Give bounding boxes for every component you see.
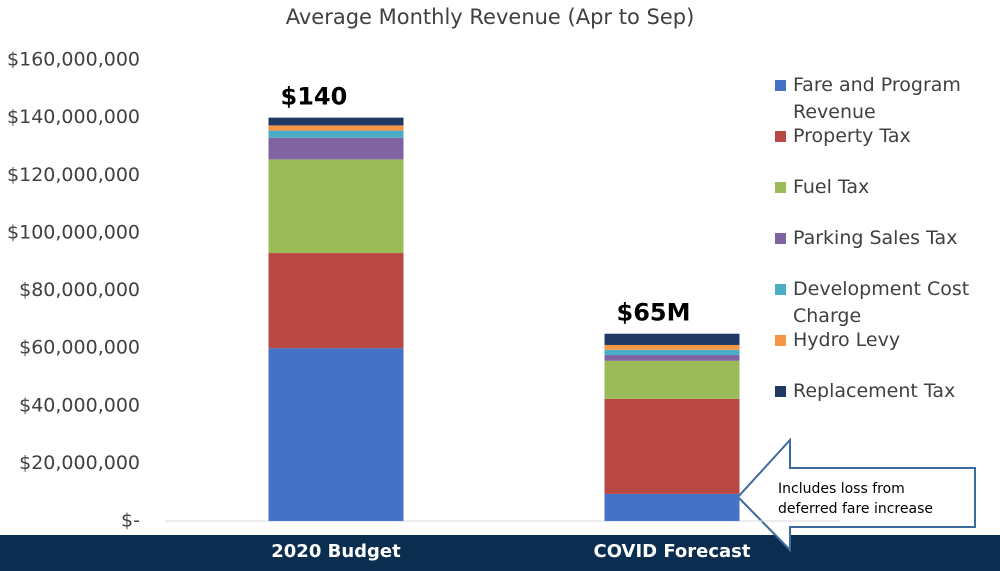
y-tick-label: $140,000,000	[7, 106, 140, 128]
bar-segment	[268, 159, 404, 254]
bar-segment	[268, 130, 404, 138]
chart-title: Average Monthly Revenue (Apr to Sep)	[286, 5, 695, 29]
legend-swatch	[775, 233, 786, 244]
y-tick-label: $80,000,000	[19, 279, 140, 301]
x-tick-label: COVID Forecast	[593, 541, 750, 562]
bar-segment	[268, 125, 404, 131]
x-tick-label: 2020 Budget	[271, 541, 401, 562]
legend-item: Parking Sales Tax	[775, 225, 975, 252]
y-tick-label: $120,000,000	[7, 164, 140, 186]
y-tick-label: $160,000,000	[7, 49, 140, 71]
bar-segment	[604, 355, 740, 361]
bar-segment	[268, 117, 404, 126]
legend-swatch	[775, 284, 786, 295]
total-label: $65M	[617, 299, 691, 327]
y-tick-label: $-	[121, 510, 140, 532]
legend-label: Fuel Tax	[793, 176, 870, 198]
legend-item: Fuel Tax	[775, 174, 975, 201]
legend-label: Hydro Levy	[793, 329, 901, 351]
bar-segment	[604, 349, 740, 356]
bar-segment	[604, 344, 740, 350]
legend-label: Replacement Tax	[793, 380, 956, 402]
y-tick-label: $40,000,000	[19, 394, 140, 416]
y-tick-label: $100,000,000	[7, 221, 140, 243]
callout-arrow	[736, 437, 976, 553]
bar-segment	[604, 398, 740, 494]
legend-label: Property Tax	[793, 125, 911, 147]
bar-segment	[604, 493, 740, 521]
legend-swatch	[775, 386, 786, 397]
bar-segment	[268, 348, 404, 521]
legend-item: Fare and Program Revenue	[775, 72, 975, 126]
legend-label: Fare and Program Revenue	[793, 74, 961, 123]
legend-swatch	[775, 335, 786, 346]
legend-swatch	[775, 131, 786, 142]
y-tick-label: $20,000,000	[19, 452, 140, 474]
legend-item: Development Cost Charge	[775, 276, 975, 330]
annotation: deferred fare increase	[778, 501, 933, 517]
annotation: Includes loss from	[778, 481, 905, 497]
legend-label: Development Cost Charge	[793, 278, 970, 327]
legend-item: Hydro Levy	[775, 327, 975, 354]
footer-band	[0, 535, 1000, 571]
y-tick-label: $60,000,000	[19, 337, 140, 359]
bar-segment	[268, 137, 404, 160]
bar-segment	[268, 253, 404, 349]
legend-swatch	[775, 182, 786, 193]
legend-label: Parking Sales Tax	[793, 227, 958, 249]
legend-item: Property Tax	[775, 123, 975, 150]
bar-segment	[604, 360, 740, 399]
bar-segment	[604, 333, 740, 345]
total-label: $140	[281, 83, 348, 111]
legend-swatch	[775, 80, 786, 91]
legend-item: Replacement Tax	[775, 378, 975, 405]
